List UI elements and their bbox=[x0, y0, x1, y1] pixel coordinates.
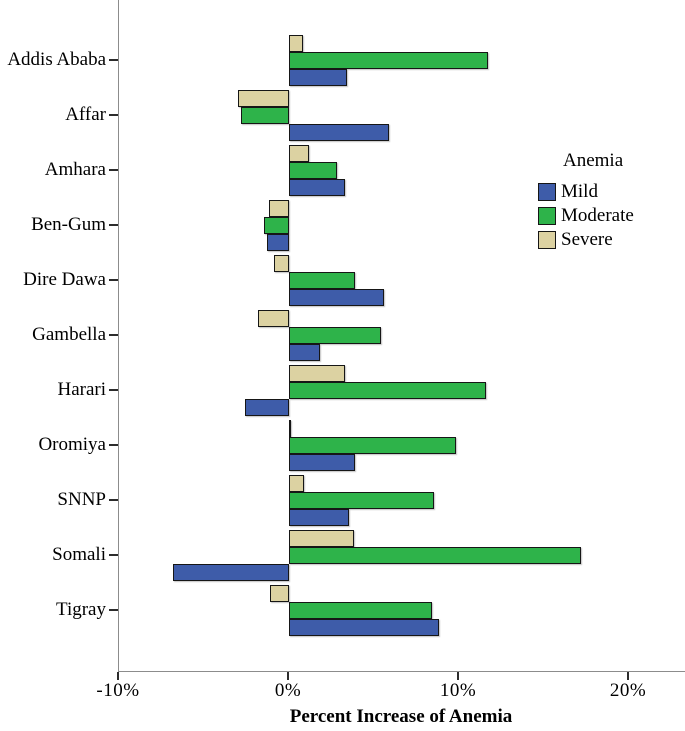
category-label: Dire Dawa bbox=[23, 269, 106, 290]
bar-moderate bbox=[289, 546, 582, 564]
bar-mild bbox=[289, 343, 320, 361]
category-label: Affar bbox=[65, 104, 106, 125]
legend-title: Anemia bbox=[563, 150, 624, 171]
bar-severe bbox=[289, 529, 354, 547]
legend-item-severe: Severe bbox=[538, 230, 684, 249]
x-axis-title: Percent Increase of Anemia bbox=[289, 706, 513, 727]
legend-item-label: Severe bbox=[561, 229, 613, 250]
legend-item-label: Mild bbox=[561, 181, 598, 202]
bar-severe bbox=[289, 474, 305, 492]
bar-moderate bbox=[289, 601, 432, 619]
bar-moderate bbox=[241, 106, 289, 124]
bar-severe bbox=[289, 34, 303, 52]
bar-moderate bbox=[289, 491, 434, 509]
severe-color-swatch bbox=[538, 230, 556, 249]
bar-severe bbox=[238, 89, 289, 107]
bar-mild bbox=[289, 508, 349, 526]
category-label: Gambella bbox=[32, 324, 106, 345]
bar-moderate bbox=[289, 436, 456, 454]
mild-color-swatch bbox=[538, 182, 556, 201]
bar-mild bbox=[289, 123, 390, 141]
bar-mild bbox=[289, 618, 439, 636]
x-axis-tick-label: 0% bbox=[274, 680, 302, 701]
x-axis-tick-label: 20% bbox=[609, 680, 647, 701]
bar-mild bbox=[244, 398, 289, 416]
bar-severe bbox=[268, 199, 289, 217]
x-axis-tick-label: -10% bbox=[96, 680, 140, 701]
category-tick bbox=[109, 279, 118, 281]
moderate-color-swatch bbox=[538, 206, 556, 225]
category-tick bbox=[109, 59, 118, 61]
bar-moderate bbox=[289, 51, 488, 69]
plot-area bbox=[109, 0, 685, 672]
category-tick bbox=[109, 609, 118, 611]
category-label: Somali bbox=[52, 544, 106, 565]
category-label: Addis Ababa bbox=[7, 49, 106, 70]
category-tick bbox=[109, 499, 118, 501]
bar-severe bbox=[289, 364, 346, 382]
legend-item-moderate: Moderate bbox=[538, 206, 684, 225]
bar-moderate bbox=[289, 326, 381, 344]
bar-mild bbox=[173, 563, 289, 581]
category-tick bbox=[109, 554, 118, 556]
x-axis-tick-label: 10% bbox=[439, 680, 477, 701]
bar-mild bbox=[289, 453, 356, 471]
bar-severe bbox=[289, 419, 291, 437]
category-label: Ben-Gum bbox=[31, 214, 106, 235]
legend: Anemia Mild Moderate Severe bbox=[538, 150, 684, 254]
bar-moderate bbox=[289, 161, 337, 179]
bar-severe bbox=[258, 309, 289, 327]
bar-severe bbox=[273, 254, 289, 272]
category-tick bbox=[109, 114, 118, 116]
x-axis-tick bbox=[287, 672, 289, 680]
bar-moderate bbox=[289, 271, 356, 289]
category-tick bbox=[109, 224, 118, 226]
category-label: Tigray bbox=[56, 599, 106, 620]
bar-moderate bbox=[263, 216, 289, 234]
category-axis-labels: Addis Ababa Affar Amhara Ben-Gum Dire Dawa Ga… bbox=[0, 0, 106, 672]
x-axis-tick bbox=[627, 672, 629, 680]
legend-item-mild: Mild bbox=[538, 182, 684, 201]
bar-mild bbox=[266, 233, 289, 251]
bar-mild bbox=[289, 288, 385, 306]
bar-mild bbox=[289, 68, 347, 86]
category-label: Harari bbox=[57, 379, 106, 400]
bar-severe bbox=[270, 584, 289, 602]
category-label: Amhara bbox=[44, 159, 106, 180]
category-tick bbox=[109, 444, 118, 446]
legend-item-label: Moderate bbox=[561, 205, 634, 226]
bar-severe bbox=[289, 144, 310, 162]
category-label: Oromiya bbox=[38, 434, 106, 455]
x-axis-tick bbox=[117, 672, 119, 680]
category-tick bbox=[109, 334, 118, 336]
category-label: SNNP bbox=[57, 489, 106, 510]
category-tick bbox=[109, 169, 118, 171]
category-tick bbox=[109, 389, 118, 391]
bar-mild bbox=[289, 178, 346, 196]
bar-moderate bbox=[289, 381, 487, 399]
x-axis-tick bbox=[457, 672, 459, 680]
